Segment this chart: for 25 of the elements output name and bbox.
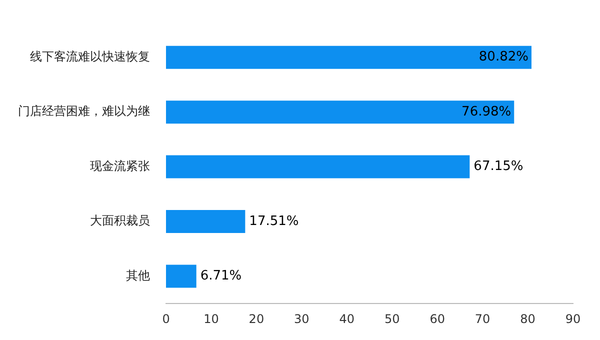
x-tick-label: 70: [474, 312, 490, 326]
data-label: 76.98%: [462, 104, 512, 120]
data-label: 67.15%: [474, 159, 524, 174]
x-tick-label: 60: [430, 312, 445, 326]
y-tick-label: 线下客流难以快速恢复: [30, 49, 150, 64]
data-label: 80.82%: [478, 50, 528, 65]
x-tick-label: 90: [565, 312, 581, 326]
bar: [166, 264, 196, 288]
y-tick-label: 大面积裁员: [90, 214, 150, 228]
y-tick-label: 其他: [126, 268, 150, 282]
x-tick-label: 30: [294, 312, 310, 326]
x-tick-label: 40: [339, 312, 355, 326]
bar: [166, 46, 532, 69]
x-tick-label: 50: [384, 312, 400, 326]
data-label: 6.71%: [200, 268, 242, 284]
y-tick-label: 现金流紧张: [90, 158, 150, 173]
data-label: 17.51%: [249, 214, 299, 229]
x-tick-label: 20: [248, 312, 264, 326]
bar: [166, 100, 514, 124]
x-tick-label: 10: [204, 312, 219, 326]
x-tick-label: 80: [520, 312, 536, 326]
x-tick-label: 0: [162, 312, 170, 326]
bar: [166, 155, 470, 178]
y-tick-label: 门店经营困难，难以为继: [18, 104, 150, 118]
bar: [166, 210, 246, 234]
